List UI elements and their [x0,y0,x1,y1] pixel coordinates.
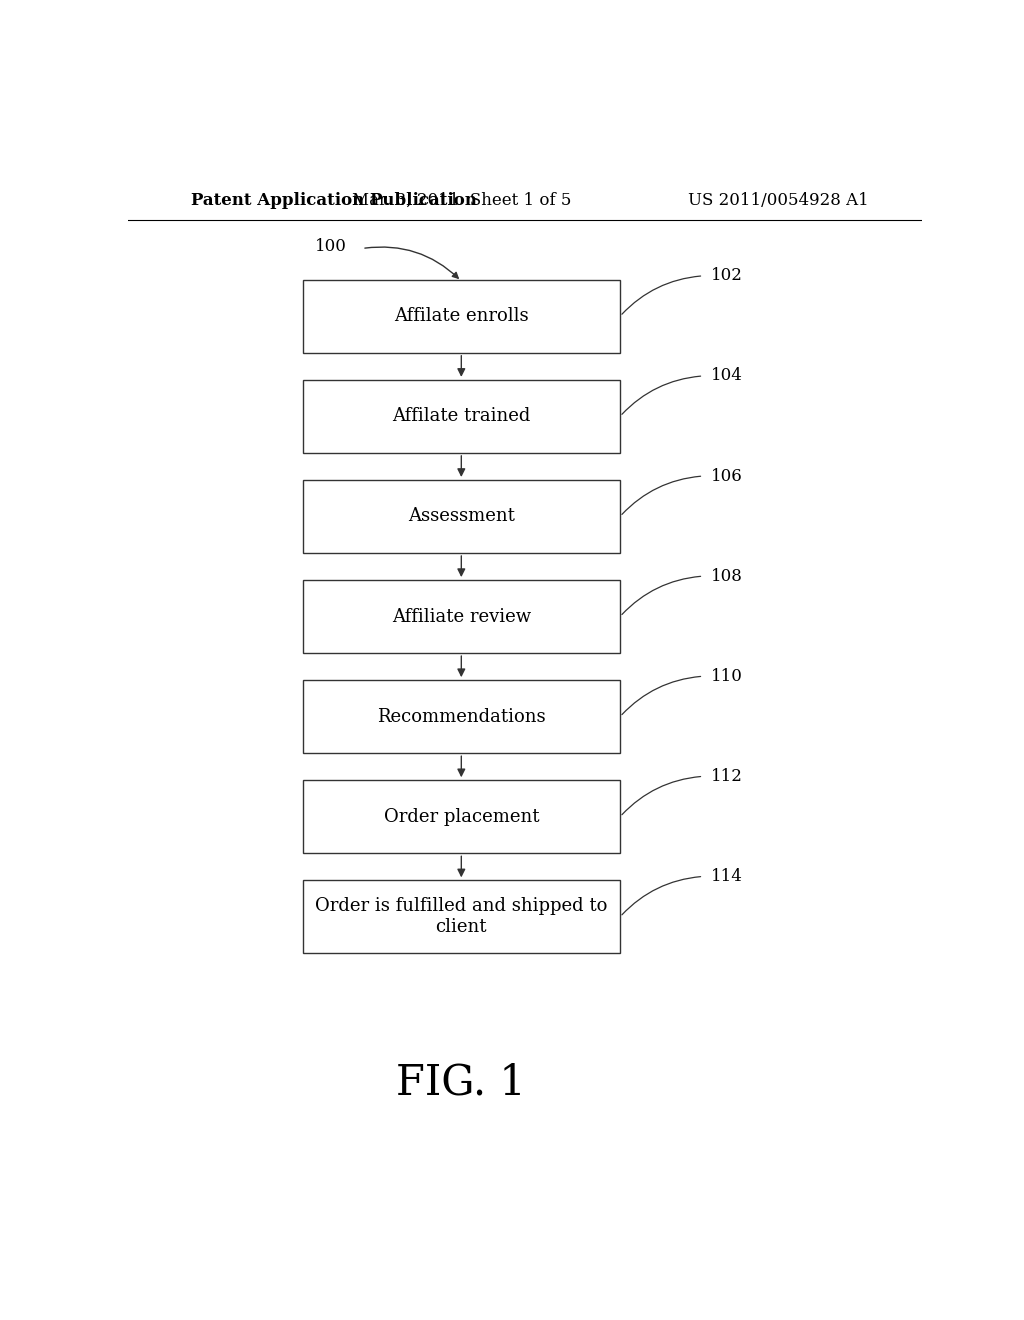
Bar [303,380,620,453]
FancyArrowPatch shape [622,577,700,615]
Text: FIG. 1: FIG. 1 [396,1061,526,1104]
FancyArrowPatch shape [622,376,700,414]
Text: 114: 114 [712,869,743,884]
FancyArrowPatch shape [622,276,700,314]
Text: Order is fulfilled and shipped to
client: Order is fulfilled and shipped to client [315,898,607,936]
Text: 102: 102 [712,268,743,284]
Text: Order placement: Order placement [384,808,539,826]
Text: 110: 110 [712,668,743,685]
FancyArrowPatch shape [365,247,458,279]
Text: US 2011/0054928 A1: US 2011/0054928 A1 [688,193,869,210]
Bar [303,280,620,352]
FancyArrowPatch shape [622,477,700,515]
Text: 106: 106 [712,467,743,484]
Bar [303,480,620,553]
Text: 104: 104 [712,367,743,384]
Text: Affilate trained: Affilate trained [392,408,530,425]
Text: Patent Application Publication: Patent Application Publication [191,193,477,210]
FancyArrowPatch shape [622,776,700,814]
Text: 100: 100 [314,239,346,256]
Bar [303,579,620,653]
Text: Assessment: Assessment [408,507,515,525]
FancyArrowPatch shape [622,876,700,915]
Bar [303,780,620,853]
Bar [303,880,620,953]
Text: Affiliate review: Affiliate review [392,607,530,626]
Text: 108: 108 [712,568,743,585]
FancyArrowPatch shape [622,676,700,714]
Text: Mar. 3, 2011  Sheet 1 of 5: Mar. 3, 2011 Sheet 1 of 5 [351,193,571,210]
Text: Recommendations: Recommendations [377,708,546,726]
Text: 112: 112 [712,768,743,785]
Bar [303,680,620,754]
Text: Affilate enrolls: Affilate enrolls [394,308,528,325]
